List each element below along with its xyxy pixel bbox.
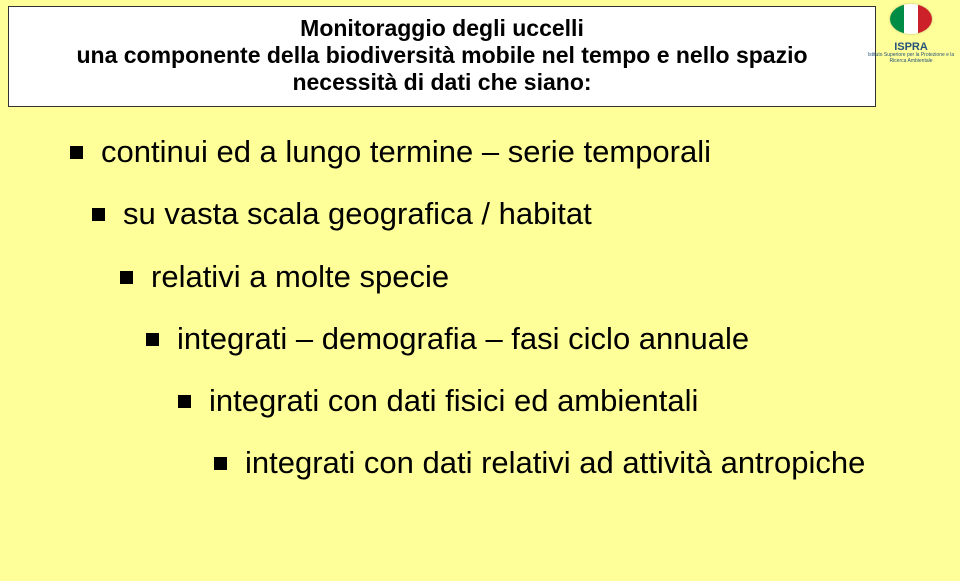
bullet-text: integrati – demografia – fasi ciclo annu… (177, 319, 749, 359)
bullet-text: su vasta scala geografica / habitat (123, 194, 592, 234)
bullet-text: integrati con dati fisici ed ambientali (209, 381, 698, 421)
bullet-square-icon (178, 395, 191, 408)
bullet-item: integrati con dati relativi ad attività … (214, 443, 920, 483)
bullet-item: su vasta scala geografica / habitat (92, 194, 920, 234)
bullet-square-icon (92, 208, 105, 221)
bullet-square-icon (146, 333, 159, 346)
bullet-item: relativi a molte specie (120, 257, 920, 297)
bullet-item: integrati con dati fisici ed ambientali (178, 381, 920, 421)
logo-subtitle: Istituto Superiore per la Protezione e l… (866, 53, 956, 64)
header-box: Monitoraggio degli uccelli una component… (8, 6, 876, 107)
bullet-text: integrati con dati relativi ad attività … (245, 443, 865, 483)
header-line-3: necessità di dati che siano: (19, 69, 865, 96)
bullet-text: continui ed a lungo termine – serie temp… (101, 132, 711, 172)
italy-flag-icon (890, 4, 932, 39)
ispra-logo: ISPRA Istituto Superiore per la Protezio… (866, 0, 956, 54)
bullet-square-icon (120, 271, 133, 284)
header-line-1: Monitoraggio degli uccelli (19, 15, 865, 42)
bullet-item: continui ed a lungo termine – serie temp… (70, 132, 920, 172)
bullet-list: continui ed a lungo termine – serie temp… (70, 132, 920, 506)
bullet-square-icon (214, 457, 227, 470)
bullet-item: integrati – demografia – fasi ciclo annu… (146, 319, 920, 359)
header-line-2: una componente della biodiversità mobile… (19, 42, 865, 69)
bullet-square-icon (70, 146, 83, 159)
bullet-text: relativi a molte specie (151, 257, 449, 297)
